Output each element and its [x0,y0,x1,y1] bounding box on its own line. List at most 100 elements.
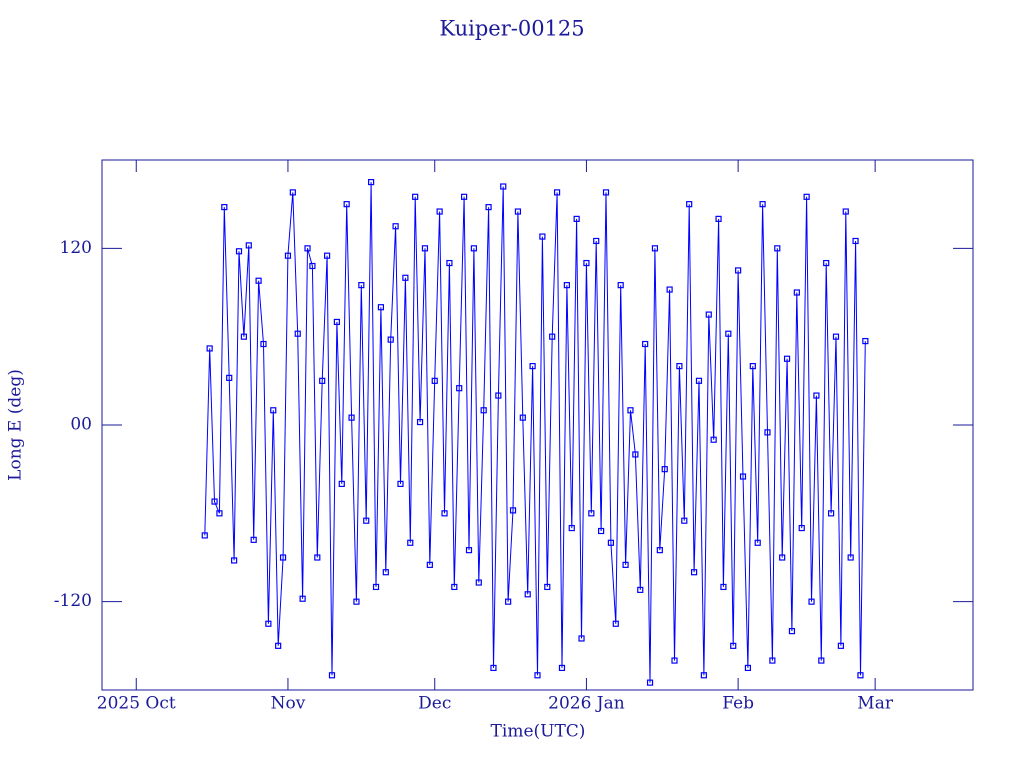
point-marker [666,286,673,293]
point-marker [333,318,340,326]
point-marker [524,591,531,598]
point-marker [553,189,561,196]
point-marker [720,583,727,591]
point-marker [646,679,654,686]
point-marker [798,524,805,532]
point-marker [627,407,634,414]
point-marker [847,554,854,561]
point-marker [328,672,336,679]
point-marker [231,557,238,564]
point-marker [573,215,580,222]
point-marker [705,311,712,318]
point-marker [578,635,585,642]
point-marker [421,245,429,252]
point-marker [686,201,693,208]
point-marker [323,252,331,259]
point-marker [465,547,473,554]
point-marker [284,252,292,259]
point-marker [201,532,208,539]
point-marker [211,498,218,505]
point-marker [382,569,389,576]
point-marker [485,204,492,211]
point-marker [558,664,566,672]
x-tick-label: 2026 Jan [548,694,625,714]
point-marker [735,267,742,274]
point-marker [519,414,526,421]
point-marker [221,204,228,211]
point-marker [637,586,644,593]
point-marker [823,259,830,267]
point-marker [563,282,570,289]
point-marker [304,245,311,252]
point-marker [852,237,859,245]
point-marker [338,480,345,487]
point-marker [514,208,522,215]
point-marker [651,245,659,252]
point-marker [397,480,404,487]
point-marker [505,598,512,605]
point-marker [314,554,321,561]
point-marker [681,517,688,524]
plot-frame [101,159,974,691]
point-marker [235,248,243,255]
point-marker [412,193,419,200]
point-marker [725,330,732,337]
point-marker [671,657,678,664]
point-marker [612,620,619,627]
point-marker [661,466,668,473]
point-marker [754,539,761,546]
point-marker [690,569,698,576]
point-marker [710,436,717,443]
point-marker [862,337,869,345]
point-marker [774,245,781,252]
point-marker [549,333,556,340]
point-marker [588,510,595,517]
point-marker [456,385,463,392]
point-marker [500,183,507,190]
point-marker [270,407,277,414]
point-marker [793,289,800,296]
point-marker [206,345,213,352]
point-marker [598,527,605,535]
point-marker [348,414,355,421]
y-tick-label: 00 [70,415,92,435]
point-marker [818,657,825,664]
point-marker [245,242,252,249]
point-marker [622,561,629,568]
point-marker [250,536,257,543]
point-marker [451,583,458,591]
x-tick-label: Dec [418,694,451,714]
point-marker [255,277,262,284]
point-marker [372,583,380,591]
point-marker [470,245,477,252]
y-tick-label: -120 [54,591,92,611]
point-marker [744,664,752,672]
point-marker [358,282,365,289]
point-marker [377,304,385,311]
point-marker [534,672,541,679]
point-marker [783,355,791,362]
point-marker [436,208,443,215]
point-marker [387,336,394,343]
point-marker [441,510,448,517]
point-marker [275,642,282,649]
point-marker [607,539,614,546]
point-marker [803,193,810,200]
point-marker [402,274,409,281]
chart-title: Kuiper-00125 [439,17,584,41]
point-marker [715,215,722,222]
x-axis-label: Time(UTC) [491,722,586,742]
point-marker [495,392,502,399]
point-marker [260,340,267,348]
x-tick-label: Mar [857,694,894,714]
x-tick-label: Nov [271,694,306,714]
point-marker [309,262,316,270]
point-marker [842,208,849,215]
point-marker [529,363,536,370]
point-marker [656,547,663,554]
point-marker [343,201,350,208]
series-line [204,182,866,683]
point-marker [363,517,370,524]
point-marker [416,418,424,426]
